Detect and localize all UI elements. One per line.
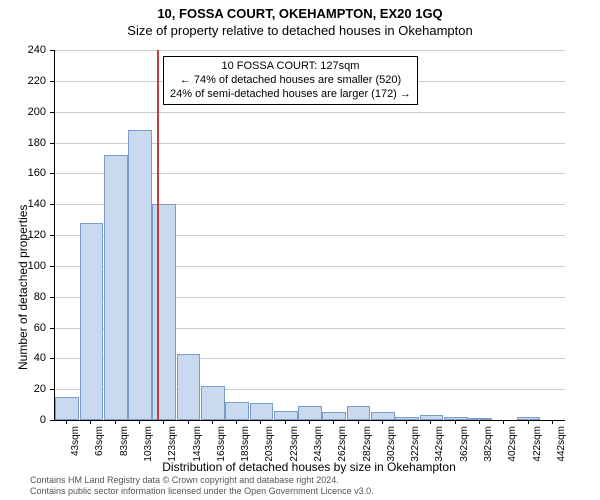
y-tick-label: 100 xyxy=(0,260,46,272)
x-tick-label: 103sqm xyxy=(143,426,154,462)
x-tick-mark xyxy=(382,420,383,424)
x-tick-label: 203sqm xyxy=(264,426,275,462)
x-tick-label: 382sqm xyxy=(483,426,494,462)
x-tick-label: 402sqm xyxy=(507,426,518,462)
gridline xyxy=(55,112,565,113)
x-tick-mark xyxy=(479,420,480,424)
x-tick-mark xyxy=(528,420,529,424)
y-tick-label: 60 xyxy=(0,322,46,334)
x-tick-mark xyxy=(552,420,553,424)
histogram-bar xyxy=(225,402,249,421)
x-tick-label: 143sqm xyxy=(192,426,203,462)
x-tick-label: 362sqm xyxy=(459,426,470,462)
y-tick-label: 240 xyxy=(0,44,46,56)
y-tick-label: 0 xyxy=(0,414,46,426)
x-tick-mark xyxy=(236,420,237,424)
x-tick-mark xyxy=(139,420,140,424)
info-box: 10 FOSSA COURT: 127sqm ← 74% of detached… xyxy=(163,56,418,105)
x-tick-mark xyxy=(285,420,286,424)
y-tick-label: 140 xyxy=(0,198,46,210)
histogram-bar xyxy=(444,417,468,420)
x-tick-label: 262sqm xyxy=(337,426,348,462)
x-tick-mark xyxy=(358,420,359,424)
y-tick-label: 20 xyxy=(0,383,46,395)
histogram-bar xyxy=(152,204,176,420)
info-box-line3: 24% of semi-detached houses are larger (… xyxy=(170,88,411,102)
y-tick-label: 40 xyxy=(0,352,46,364)
x-tick-mark xyxy=(115,420,116,424)
histogram-bar xyxy=(250,403,274,420)
x-tick-label: 63sqm xyxy=(94,426,105,456)
attribution-text: Contains HM Land Registry data © Crown c… xyxy=(30,475,374,496)
x-tick-mark xyxy=(212,420,213,424)
x-tick-label: 282sqm xyxy=(362,426,373,462)
histogram-bar xyxy=(80,223,104,420)
x-tick-mark xyxy=(430,420,431,424)
histogram-bar xyxy=(274,411,298,420)
x-tick-mark xyxy=(188,420,189,424)
chart-plot-area: 10 FOSSA COURT: 127sqm ← 74% of detached… xyxy=(54,50,565,421)
x-tick-label: 342sqm xyxy=(434,426,445,462)
y-tick-label: 220 xyxy=(0,75,46,87)
x-tick-label: 123sqm xyxy=(167,426,178,462)
x-tick-label: 163sqm xyxy=(216,426,227,462)
x-tick-label: 302sqm xyxy=(386,426,397,462)
x-tick-label: 43sqm xyxy=(70,426,81,456)
histogram-bar xyxy=(177,354,201,420)
histogram-bar xyxy=(371,412,395,420)
histogram-bar xyxy=(201,386,225,420)
histogram-bar xyxy=(104,155,128,420)
histogram-bar xyxy=(347,406,371,420)
y-tick-label: 200 xyxy=(0,106,46,118)
attribution-line2: Contains public sector information licen… xyxy=(30,486,374,496)
x-tick-mark xyxy=(309,420,310,424)
x-tick-label: 422sqm xyxy=(532,426,543,462)
y-tick-label: 80 xyxy=(0,291,46,303)
x-tick-mark xyxy=(455,420,456,424)
x-tick-mark xyxy=(163,420,164,424)
chart-title-2: Size of property relative to detached ho… xyxy=(0,21,600,38)
x-tick-mark xyxy=(503,420,504,424)
info-box-line1: 10 FOSSA COURT: 127sqm xyxy=(170,60,411,74)
histogram-bar xyxy=(298,406,322,420)
x-tick-mark xyxy=(66,420,67,424)
gridline xyxy=(55,50,565,51)
reference-line xyxy=(157,50,159,420)
histogram-bar xyxy=(322,412,346,420)
histogram-bar xyxy=(55,397,79,420)
x-tick-mark xyxy=(260,420,261,424)
info-box-line2: ← 74% of detached houses are smaller (52… xyxy=(170,74,411,88)
chart-title-1: 10, FOSSA COURT, OKEHAMPTON, EX20 1GQ xyxy=(0,0,600,21)
x-tick-mark xyxy=(333,420,334,424)
histogram-bar xyxy=(128,130,152,420)
x-tick-label: 243sqm xyxy=(313,426,324,462)
x-tick-mark xyxy=(406,420,407,424)
attribution-line1: Contains HM Land Registry data © Crown c… xyxy=(30,475,374,485)
x-tick-mark xyxy=(90,420,91,424)
x-tick-label: 83sqm xyxy=(119,426,130,456)
y-tick-label: 180 xyxy=(0,137,46,149)
x-tick-label: 183sqm xyxy=(240,426,251,462)
x-axis-label: Distribution of detached houses by size … xyxy=(54,460,564,474)
x-tick-label: 442sqm xyxy=(556,426,567,462)
x-tick-label: 322sqm xyxy=(410,426,421,462)
y-tick-label: 160 xyxy=(0,167,46,179)
x-tick-label: 223sqm xyxy=(289,426,300,462)
y-tick-label: 120 xyxy=(0,229,46,241)
